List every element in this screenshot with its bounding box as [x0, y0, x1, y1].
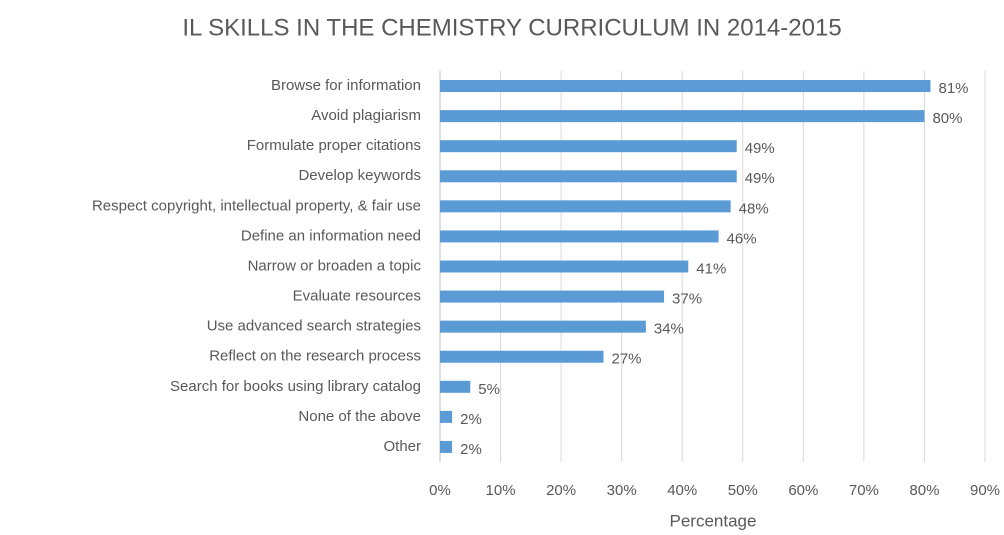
category-label: Use advanced search strategies	[207, 318, 421, 335]
category-label: Evaluate resources	[293, 288, 421, 305]
x-tick-label: 20%	[546, 482, 576, 499]
bar	[440, 290, 665, 303]
value-label: 27%	[612, 351, 642, 368]
x-tick-label: 30%	[607, 482, 637, 499]
bar	[440, 170, 737, 183]
x-tick-label: 0%	[429, 482, 451, 499]
bar	[440, 410, 453, 423]
bar	[440, 110, 925, 123]
bar	[440, 320, 646, 333]
bar	[440, 260, 689, 273]
category-label: Search for books using library catalog	[170, 378, 421, 395]
value-label: 2%	[460, 411, 482, 428]
value-label: 49%	[745, 140, 775, 157]
category-label: Narrow or broaden a topic	[248, 257, 422, 274]
category-label: Browse for information	[271, 77, 421, 94]
category-label: Respect copyright, intellectual property…	[92, 197, 421, 214]
category-label: Other	[383, 438, 421, 455]
bar	[440, 230, 719, 243]
bar	[440, 380, 471, 393]
x-tick-label: 40%	[667, 482, 697, 499]
x-tick-label: 60%	[788, 482, 818, 499]
value-label: 81%	[939, 80, 969, 97]
category-label: Develop keywords	[298, 167, 421, 184]
value-label: 2%	[460, 441, 482, 458]
bar	[440, 440, 453, 453]
value-label: 41%	[696, 260, 726, 277]
x-tick-label: 50%	[728, 482, 758, 499]
x-tick-label: 80%	[909, 482, 939, 499]
x-tick-label: 10%	[486, 482, 516, 499]
bar	[440, 140, 737, 153]
category-label: Reflect on the research process	[209, 348, 421, 365]
x-axis-label: Percentage	[670, 511, 757, 530]
value-label: 46%	[727, 230, 757, 247]
category-label: Define an information need	[241, 227, 421, 244]
bar	[440, 80, 931, 93]
bar	[440, 200, 731, 213]
category-label: None of the above	[298, 408, 421, 425]
category-label: Avoid plagiarism	[311, 107, 421, 124]
chart-title: IL SKILLS IN THE CHEMISTRY CURRICULUM IN…	[182, 14, 841, 41]
value-label: 5%	[478, 381, 500, 398]
value-label: 48%	[739, 200, 769, 217]
value-label: 34%	[654, 321, 684, 338]
value-label: 49%	[745, 170, 775, 187]
bar	[440, 350, 604, 363]
value-label: 80%	[932, 110, 962, 127]
x-tick-label: 90%	[970, 482, 1000, 499]
x-tick-label: 70%	[849, 482, 879, 499]
category-label: Formulate proper citations	[247, 137, 421, 154]
value-label: 37%	[672, 291, 702, 308]
